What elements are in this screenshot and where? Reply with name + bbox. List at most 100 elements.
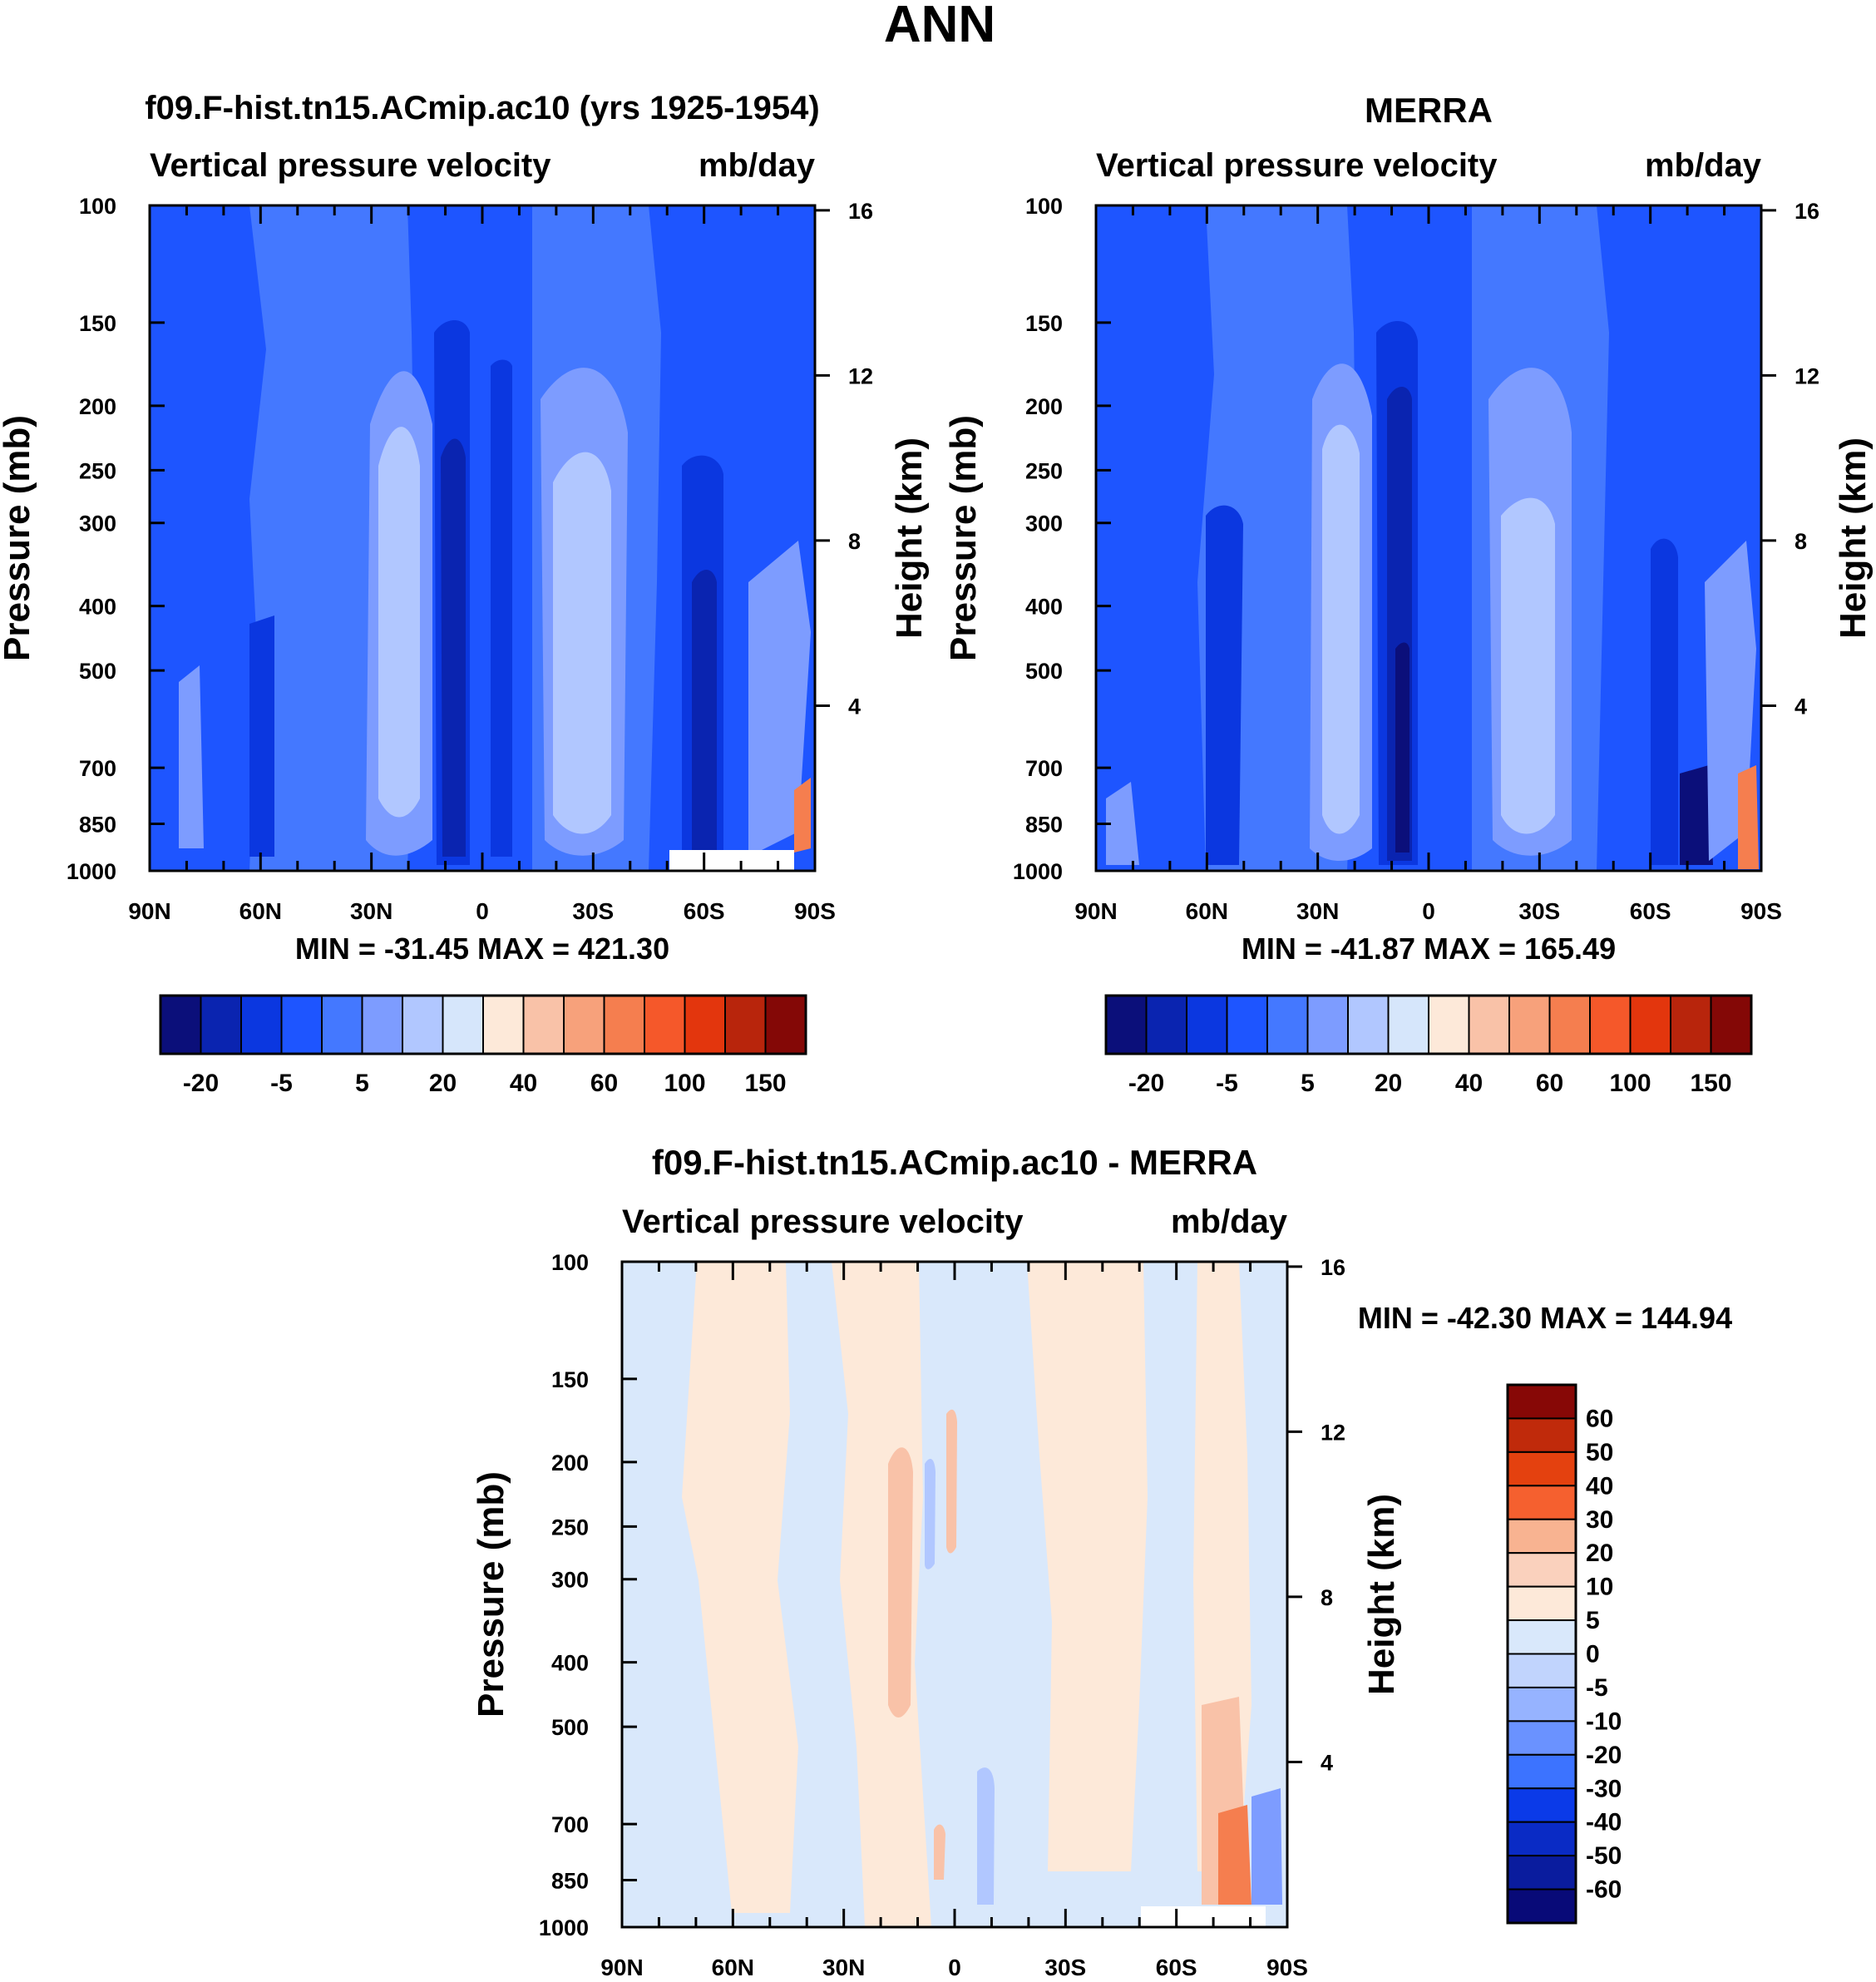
colorbar-label: 60 [590, 1070, 618, 1097]
y-right-tick-label: 8 [1795, 529, 1807, 554]
panel-model-ylabel: Pressure (mb) [0, 415, 37, 661]
y-right-tick-label: 8 [848, 529, 861, 554]
panel-obs-axes: 100 150 200 250 300 400 500 700 850 1000 16 12 8 4 90N… [1013, 194, 1819, 924]
colorbar-box [1508, 995, 1551, 1055]
colorbar-box [724, 995, 767, 1055]
panel-diff-contour-fill [888, 1447, 913, 1718]
panel-diff-contour-fill [977, 1767, 995, 1905]
panel-diff-contour-fill [832, 1262, 931, 1927]
colorbar-label: -60 [1586, 1876, 1622, 1904]
colorbar-label: 20 [1586, 1540, 1613, 1567]
colorbar-label: 150 [744, 1070, 786, 1097]
panel-model-contour-fill [378, 427, 420, 818]
colorbar-frame [159, 994, 807, 1055]
panel-obs-plot [1096, 205, 1761, 871]
panel-diff-contour-fill [1251, 1788, 1282, 1905]
y-tick-label: 500 [79, 659, 116, 684]
y-tick-label: 1000 [539, 1915, 589, 1940]
y-tick-label: 250 [551, 1515, 589, 1540]
colorbar-label: 60 [1536, 1070, 1563, 1097]
panel-model-axes: 100 150 200 250 300 400 500 700 850 1000 16 12 8 4 90N… [67, 194, 873, 924]
colorbar-box [402, 995, 444, 1055]
panel-model-units: mb/day [699, 147, 816, 184]
panel-obs-title: MERRA [1365, 91, 1493, 130]
colorbar-box [644, 995, 686, 1055]
x-tick-label: 30N [1296, 898, 1339, 924]
colorbar-box [442, 995, 484, 1055]
colorbar-box [200, 995, 242, 1055]
y-right-tick-label: 4 [1321, 1750, 1333, 1775]
colorbar-label: -5 [1586, 1674, 1608, 1702]
colorbar-box [482, 995, 525, 1055]
panel-obs-left-string: Vertical pressure velocity [1096, 147, 1498, 184]
colorbar-box [1507, 1619, 1577, 1655]
x-tick-label: 30N [350, 898, 392, 924]
colorbar-label: 5 [1301, 1070, 1315, 1097]
y-tick-label: 850 [79, 813, 116, 838]
colorbar-box [684, 995, 726, 1055]
y-tick-label: 200 [551, 1451, 589, 1475]
colorbar-box [522, 995, 565, 1055]
y-tick-label: 400 [79, 595, 116, 620]
panel-diff-minmax: MIN = -42.30 MAX = 144.94 [1358, 1301, 1732, 1335]
y-tick-label: 300 [551, 1568, 589, 1593]
colorbar-label: -50 [1586, 1842, 1622, 1870]
panel-model-contour-fill [441, 438, 466, 857]
colorbar-box [603, 995, 645, 1055]
colorbar-box [1507, 1552, 1577, 1588]
panel-obs-minmax: MIN = -41.87 MAX = 165.49 [1242, 932, 1616, 966]
y-tick-label: 850 [551, 1869, 589, 1894]
colorbar-label: 20 [429, 1070, 457, 1097]
colorbar-label: -10 [1586, 1708, 1622, 1735]
colorbar-label: -30 [1586, 1775, 1622, 1802]
panel-model-contour-fill [179, 665, 204, 848]
panel-diff-contour-fill [946, 1409, 957, 1554]
panel-obs-contour-fill [1680, 765, 1713, 865]
colorbar-box [1507, 1855, 1577, 1891]
y-tick-label: 700 [79, 756, 116, 781]
colorbar-label: 50 [1586, 1439, 1613, 1466]
panel-diff-contour-fill [925, 1459, 936, 1569]
colorbar-box [1266, 995, 1309, 1055]
panel-diff-ylabel: Pressure (mb) [471, 1471, 511, 1718]
x-tick-label: 90N [128, 898, 170, 924]
x-tick-label: 30N [822, 1955, 865, 1980]
colorbar-label: -20 [1128, 1070, 1164, 1097]
colorbar-box [1186, 995, 1228, 1055]
y-right-tick-label: 12 [848, 363, 873, 388]
colorbar-box [1710, 995, 1752, 1055]
panel-diff-left-string: Vertical pressure velocity [622, 1204, 1024, 1240]
colorbar-label: 5 [1586, 1607, 1600, 1634]
x-tick-label: 90N [1074, 898, 1117, 924]
panel-model: f09.F-hist.tn15.ACmip.ac10 (yrs 1925-195… [0, 90, 930, 1097]
panel-diff-contour-fill [1218, 1805, 1251, 1905]
panel-obs-contour-fill [1501, 497, 1555, 834]
y-right-tick-label: 12 [1795, 363, 1819, 388]
y-right-tick-label: 8 [1321, 1585, 1333, 1610]
panel-obs-contour-fill [1322, 424, 1360, 834]
colorbar-box [1589, 995, 1632, 1055]
colorbar-box [1105, 995, 1148, 1055]
panel-model-contour-fill [692, 570, 717, 857]
panel-model-contour-fill [794, 778, 811, 853]
panel-obs-ylabel: Pressure (mb) [943, 415, 984, 661]
colorbar-label: 100 [1609, 1070, 1651, 1097]
colorbar-label: 40 [1455, 1070, 1483, 1097]
colorbar-box [1507, 1787, 1577, 1823]
colorbar-box [1507, 1518, 1577, 1554]
x-tick-label: 90S [794, 898, 836, 924]
x-tick-label: 60N [712, 1955, 754, 1980]
y-tick-label: 150 [1025, 311, 1063, 336]
panel-diff-title: f09.F-hist.tn15.ACmip.ac10 - MERRA [652, 1143, 1257, 1182]
colorbar-box [1507, 1451, 1577, 1487]
panel-model-ylabel-right: Height (km) [889, 437, 930, 639]
colorbar-box [1387, 995, 1429, 1055]
x-tick-label: 90S [1740, 898, 1782, 924]
y-tick-label: 400 [551, 1651, 589, 1676]
colorbar-box [1507, 1585, 1577, 1622]
panel-model-contour-fill [553, 452, 611, 834]
y-right-tick-label: 16 [848, 199, 873, 224]
y-right-tick-label: 12 [1321, 1420, 1345, 1445]
panel-model-contour-fill [150, 205, 266, 871]
